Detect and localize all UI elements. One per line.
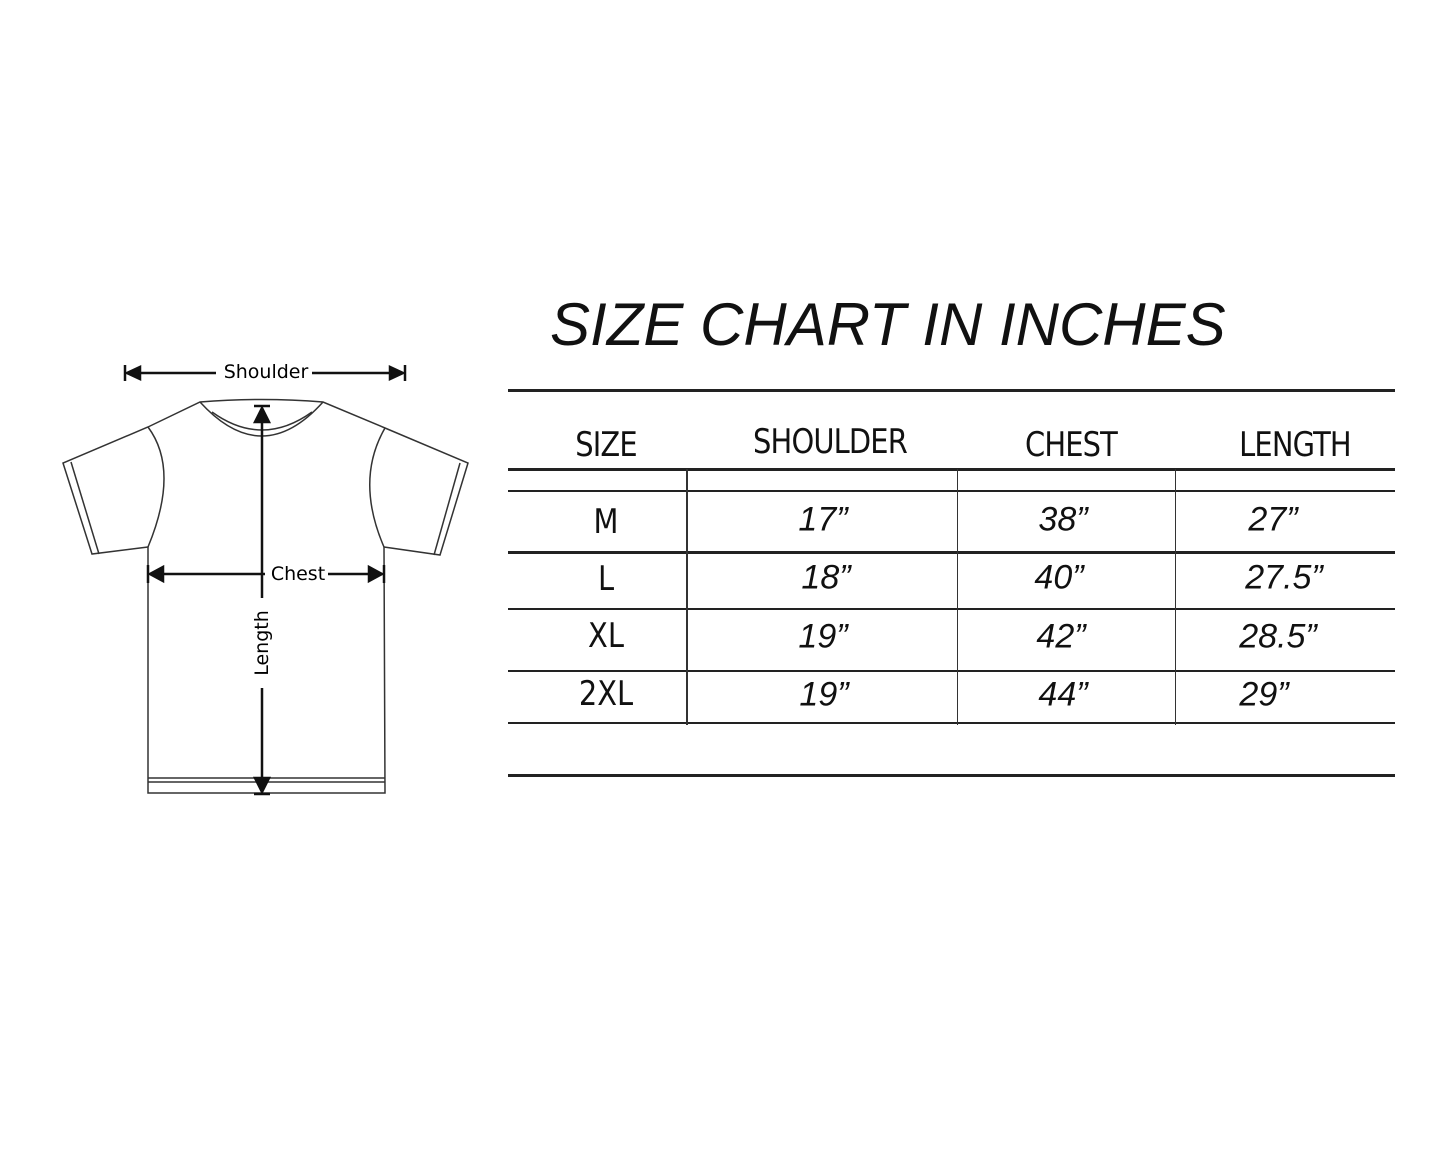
- table-top-rule: [508, 389, 1395, 392]
- row-rule: [508, 551, 1395, 554]
- table-bottom-rule: [508, 774, 1395, 777]
- shoulder-cell: 18”: [801, 558, 851, 597]
- size-cell: 2XL: [578, 674, 634, 714]
- size-cell: XL: [588, 616, 624, 656]
- row-rule: [508, 608, 1395, 610]
- shoulder-cell: 19”: [798, 617, 848, 656]
- column-divider: [686, 469, 688, 725]
- shoulder-cell: 17”: [798, 500, 848, 539]
- length-cell: 29”: [1239, 675, 1289, 714]
- chest-cell: 40”: [1034, 558, 1084, 597]
- chest-cell: 42”: [1036, 617, 1086, 656]
- header-rule: [508, 468, 1395, 471]
- tshirt-diagram: Shoulder Chest Length: [62, 361, 469, 796]
- row-rule: [508, 490, 1395, 492]
- chest-cell: 38”: [1038, 500, 1088, 539]
- column-divider: [1175, 469, 1176, 725]
- header-size: SIZE: [575, 425, 637, 465]
- length-cell: 27”: [1248, 500, 1298, 539]
- length-cell: 27.5”: [1245, 558, 1323, 597]
- row-rule: [508, 670, 1395, 672]
- chart-title: SIZE CHART IN INCHES: [550, 291, 1226, 358]
- chest-label: Chest: [271, 563, 325, 585]
- header-chest: CHEST: [1025, 425, 1118, 465]
- header-length: LENGTH: [1239, 425, 1351, 465]
- column-divider: [957, 469, 958, 725]
- tshirt-outline: [62, 398, 469, 794]
- size-cell: M: [593, 502, 619, 542]
- header-shoulder: SHOULDER: [753, 422, 908, 462]
- length-label: Length: [251, 610, 273, 676]
- row-rule: [508, 722, 1395, 724]
- length-cell: 28.5”: [1239, 617, 1317, 656]
- chest-cell: 44”: [1038, 675, 1088, 714]
- size-cell: L: [597, 559, 615, 599]
- shoulder-label: Shoulder: [224, 361, 309, 383]
- shoulder-cell: 19”: [799, 675, 849, 714]
- measure-arrows: [123, 365, 407, 796]
